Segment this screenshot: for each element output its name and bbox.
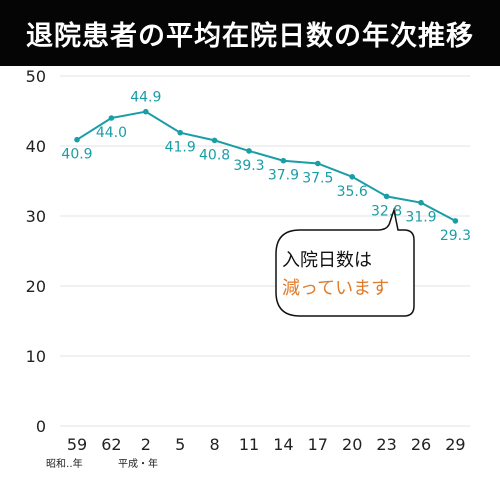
x-tick-label: 11 [239, 435, 259, 454]
x-tick-label: 14 [273, 435, 293, 454]
data-point [452, 218, 459, 224]
x-tick-label: 2 [141, 435, 151, 454]
data-point [383, 193, 390, 200]
y-tick-label: 10 [26, 347, 46, 366]
era-label-heisei: 平成・年 [118, 457, 158, 470]
data-point [280, 157, 287, 164]
data-point [246, 148, 252, 154]
x-tick-label: 59 [67, 435, 87, 454]
callout-line2: 減っています [282, 278, 389, 299]
x-tick-label: 26 [411, 435, 431, 454]
x-tick-label: 5 [175, 435, 185, 454]
y-tick-label: 0 [36, 417, 46, 436]
x-tick-label: 20 [342, 435, 362, 454]
data-label: 31.9 [405, 210, 436, 226]
data-point [349, 174, 356, 180]
data-label: 39.3 [233, 158, 264, 174]
data-point [108, 115, 115, 121]
y-tick-label: 20 [26, 277, 46, 296]
x-tick-label: 62 [101, 435, 121, 454]
data-label: 40.8 [199, 147, 230, 163]
data-point [74, 136, 80, 143]
callout-bubble [275, 207, 415, 317]
data-label: 44.0 [96, 125, 127, 141]
era-label-showa: 昭和‥年 [46, 457, 83, 470]
y-tick-label: 40 [26, 137, 46, 156]
data-label: 29.3 [440, 228, 471, 244]
callout-line1: 入院日数は [282, 250, 372, 271]
data-label: 41.9 [165, 140, 196, 156]
x-tick-label: 8 [210, 435, 220, 454]
x-tick-label: 23 [376, 435, 396, 454]
data-label: 40.9 [61, 147, 92, 163]
series-line [76, 110, 456, 222]
y-tick-label: 50 [26, 67, 46, 86]
title-bar: 退院患者の平均在院日数の年次推移 [0, 0, 500, 66]
data-label: 44.9 [130, 90, 161, 106]
data-label: 35.6 [337, 184, 368, 200]
data-point [315, 160, 321, 167]
x-tick-label: 29 [445, 435, 465, 454]
data-point [143, 108, 149, 115]
data-label: 37.9 [268, 168, 299, 184]
y-tick-label: 30 [26, 207, 46, 226]
x-tick-label: 17 [308, 435, 328, 454]
data-point [418, 199, 424, 206]
data-label: 32.8 [371, 203, 402, 219]
data-point [211, 137, 218, 144]
chart-title: 退院患者の平均在院日数の年次推移 [26, 20, 474, 52]
data-point [177, 129, 183, 136]
data-label: 37.5 [302, 171, 333, 187]
